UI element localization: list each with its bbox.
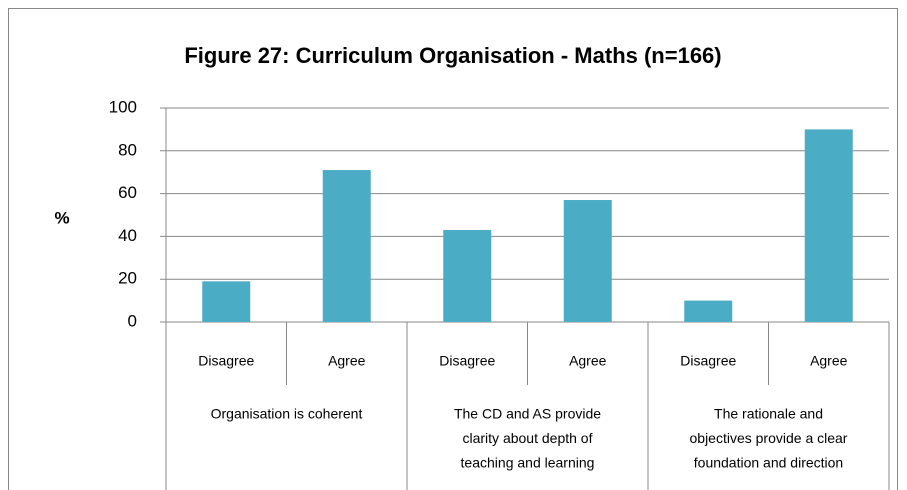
group-label: The CD and AS provide	[454, 406, 601, 422]
group-label: foundation and direction	[694, 455, 843, 471]
y-tick-label: 60	[118, 183, 137, 202]
y-tick-label: 40	[118, 226, 137, 245]
x-tick-label: Disagree	[198, 353, 254, 369]
x-tick-label: Agree	[810, 353, 848, 369]
y-tick-label: 80	[118, 140, 137, 159]
x-tick-label: Disagree	[680, 353, 736, 369]
group-label: The rationale and	[714, 406, 823, 422]
y-axis-label: %	[54, 208, 69, 227]
group-label: teaching and learning	[461, 455, 595, 471]
bar	[684, 300, 733, 322]
bar	[322, 170, 371, 322]
bar	[563, 200, 612, 322]
y-tick-label: 100	[109, 97, 137, 116]
x-tick-label: Agree	[328, 353, 366, 369]
x-tick-label: Disagree	[439, 353, 495, 369]
chart-title: Figure 27: Curriculum Organisation - Mat…	[184, 43, 721, 68]
group-label: Organisation is coherent	[211, 406, 363, 422]
x-tick-label: Agree	[569, 353, 607, 369]
bar	[804, 129, 853, 322]
y-tick-label: 0	[128, 311, 137, 330]
bar	[443, 229, 492, 322]
bar	[202, 281, 251, 322]
y-tick-label: 20	[118, 269, 137, 288]
group-label: clarity about depth of	[463, 430, 593, 446]
group-label: objectives provide a clear	[690, 430, 848, 446]
